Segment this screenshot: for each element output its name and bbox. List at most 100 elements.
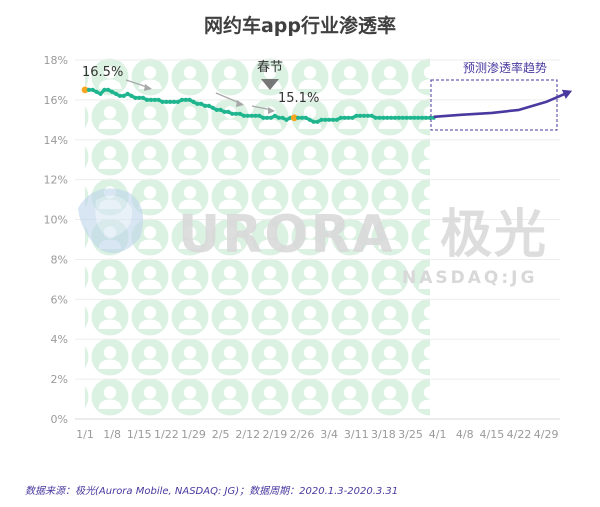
data-point — [392, 115, 398, 120]
data-point — [230, 111, 235, 116]
data-point — [195, 101, 200, 106]
data-point — [160, 99, 165, 104]
data-point — [420, 115, 425, 120]
x-tick-label: 1/8 — [103, 428, 121, 441]
data-point — [381, 115, 386, 120]
data-point — [303, 115, 308, 120]
data-point — [81, 86, 89, 94]
data-point — [121, 93, 126, 98]
data-point — [311, 119, 316, 124]
data-point — [210, 105, 215, 110]
data-point — [129, 93, 134, 98]
data-point — [299, 115, 305, 120]
x-tick-label: 3/18 — [371, 428, 396, 441]
data-point — [86, 87, 91, 92]
data-point — [323, 117, 328, 122]
data-point — [284, 117, 289, 122]
y-tick-label: 10% — [44, 214, 68, 227]
data-point — [137, 95, 142, 100]
data-point — [412, 115, 417, 120]
data-point — [168, 99, 173, 104]
chart-title: 网约车app行业渗透率 — [204, 14, 396, 37]
y-tick-label: 8% — [51, 253, 68, 266]
data-point — [144, 97, 150, 102]
data-point — [187, 97, 192, 102]
data-point — [222, 109, 227, 114]
data-point — [400, 115, 405, 120]
series-points-penetration — [81, 86, 436, 124]
data-point — [377, 115, 382, 120]
data-point — [276, 115, 281, 120]
data-point — [199, 101, 204, 106]
data-point — [106, 87, 111, 92]
data-point — [183, 97, 188, 102]
data-point — [327, 117, 332, 122]
data-point — [156, 97, 161, 102]
data-point — [272, 113, 277, 118]
data-point — [280, 115, 285, 120]
data-point — [218, 107, 223, 112]
data-point — [290, 114, 298, 122]
aurora-logo-icon — [78, 188, 144, 254]
y-tick-label: 14% — [44, 134, 68, 147]
x-tick-label: 3/4 — [320, 428, 338, 441]
data-point — [369, 113, 374, 118]
y-tick-label: 16% — [44, 94, 68, 107]
data-point — [358, 113, 363, 118]
data-point — [319, 117, 324, 122]
gridlines — [75, 59, 560, 380]
y-tick-label: 18% — [44, 54, 68, 67]
data-point — [164, 99, 169, 104]
x-tick-label: 2/12 — [235, 428, 260, 441]
x-tick-label: 4/15 — [480, 428, 505, 441]
y-tick-label: 0% — [51, 413, 68, 426]
data-point — [98, 91, 103, 96]
data-point — [389, 115, 394, 120]
data-point — [206, 103, 212, 108]
data-point — [117, 93, 122, 98]
data-point — [191, 99, 196, 104]
data-point — [175, 99, 181, 104]
trend-arrow-1-icon — [125, 79, 152, 91]
x-tick-label: 3/11 — [344, 428, 369, 441]
x-tick-label: 4/8 — [456, 428, 474, 441]
data-point — [152, 97, 157, 102]
data-point — [94, 89, 99, 94]
source-note: 数据来源：极光(Aurora Mobile, NASDAQ: JG)；数据周期：… — [25, 486, 399, 497]
data-point — [365, 113, 370, 118]
data-point — [237, 111, 243, 116]
data-point — [423, 115, 429, 120]
forecast-box — [430, 79, 558, 131]
watermark-ticker: NASDAQ:JG — [402, 268, 537, 288]
data-point — [214, 107, 219, 112]
x-tick-label: 2/5 — [212, 428, 230, 441]
x-tick-label: 1/15 — [127, 428, 152, 441]
aurora-watermark: URORA 极光 NASDAQ:JG — [78, 188, 548, 288]
watermark-brand-cn: 极光 — [440, 205, 548, 265]
start-value-label: 16.5% — [82, 65, 123, 80]
y-tick-label: 2% — [51, 373, 68, 386]
data-point — [261, 115, 266, 120]
data-point — [416, 115, 421, 120]
x-tick-label: 1/1 — [76, 428, 94, 441]
x-tick-label: 1/22 — [154, 428, 179, 441]
data-point — [234, 111, 239, 116]
data-point — [361, 113, 367, 118]
data-point — [307, 117, 312, 122]
x-tick-label: 4/1 — [429, 428, 447, 441]
data-point — [296, 115, 301, 120]
spring-festival-label: 春节 — [257, 60, 283, 75]
data-point — [113, 91, 119, 96]
spring-festival-marker-icon — [261, 79, 279, 90]
data-point — [90, 87, 95, 92]
data-point — [350, 115, 355, 120]
data-point — [226, 109, 231, 114]
x-tick-label: 2/19 — [263, 428, 288, 441]
x-tick-label: 1/29 — [181, 428, 206, 441]
data-point — [385, 115, 390, 120]
x-tick-label: 4/29 — [534, 428, 559, 441]
x-axis: 1/1 1/8 1/15 1/22 1/29 2/5 2/12 2/19 2/26 3/4 3/11… — [76, 428, 558, 441]
data-point — [404, 115, 409, 120]
data-point — [110, 89, 115, 94]
